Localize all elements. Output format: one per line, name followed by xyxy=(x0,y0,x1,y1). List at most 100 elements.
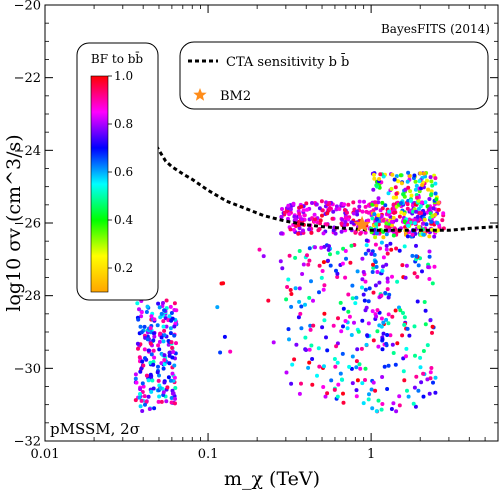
data-point xyxy=(165,385,170,390)
data-point xyxy=(335,250,340,255)
data-point xyxy=(410,253,415,258)
data-point xyxy=(140,381,145,386)
data-point xyxy=(433,181,438,186)
data-point xyxy=(426,265,431,270)
data-point xyxy=(161,366,166,371)
data-point xyxy=(147,407,152,411)
data-point xyxy=(310,201,314,205)
data-point xyxy=(300,217,305,222)
data-point xyxy=(378,246,383,251)
data-point xyxy=(340,261,345,266)
data-point xyxy=(386,321,391,326)
data-point xyxy=(159,311,164,316)
data-point xyxy=(375,270,380,274)
data-point xyxy=(360,381,365,386)
data-point xyxy=(381,264,385,269)
data-point xyxy=(421,349,426,353)
data-point xyxy=(372,176,377,181)
data-point xyxy=(290,362,295,367)
data-point xyxy=(143,402,147,407)
data-point xyxy=(364,209,369,214)
data-point xyxy=(356,329,361,334)
data-point xyxy=(403,275,408,280)
data-point xyxy=(385,279,390,284)
data-point xyxy=(228,349,233,354)
data-point xyxy=(351,211,356,216)
data-point xyxy=(393,362,398,367)
data-point xyxy=(374,183,379,188)
data-point xyxy=(381,235,386,240)
data-point xyxy=(371,338,376,343)
y-tick-label: −26 xyxy=(14,217,41,232)
data-point xyxy=(412,324,417,329)
data-point xyxy=(166,339,171,343)
data-point xyxy=(350,381,355,386)
data-point xyxy=(427,254,432,259)
data-point xyxy=(432,234,437,239)
data-point xyxy=(373,283,378,288)
data-point xyxy=(361,270,366,274)
data-point xyxy=(350,283,355,288)
data-point xyxy=(386,363,391,368)
data-point xyxy=(369,252,374,256)
data-point xyxy=(399,210,404,215)
data-point xyxy=(337,207,342,211)
data-point xyxy=(338,300,343,305)
data-point xyxy=(339,229,344,234)
data-point xyxy=(166,375,171,380)
data-point xyxy=(169,400,174,405)
data-point xyxy=(416,263,421,268)
data-point xyxy=(301,228,305,233)
data-point xyxy=(144,310,149,314)
data-point xyxy=(413,221,417,226)
data-point xyxy=(170,371,175,376)
data-point xyxy=(339,221,344,226)
data-point xyxy=(384,341,389,346)
data-point xyxy=(319,245,324,250)
data-point xyxy=(405,326,410,331)
data-point xyxy=(365,333,370,338)
data-point xyxy=(392,177,397,182)
data-point xyxy=(257,247,262,252)
data-point xyxy=(136,346,140,351)
data-point xyxy=(370,406,375,411)
data-point xyxy=(381,255,386,260)
data-point xyxy=(422,171,427,176)
data-point xyxy=(357,199,362,204)
data-point xyxy=(361,401,366,406)
data-point xyxy=(391,351,396,355)
data-point xyxy=(134,380,139,385)
data-point xyxy=(152,331,156,336)
data-point xyxy=(305,207,310,212)
data-point xyxy=(145,337,150,342)
data-point xyxy=(341,391,345,396)
y-tick-label: −24 xyxy=(14,144,41,159)
data-point xyxy=(321,385,326,389)
data-point xyxy=(422,300,427,304)
data-point xyxy=(418,171,423,176)
data-point xyxy=(152,334,157,339)
data-point xyxy=(431,380,435,385)
data-point xyxy=(419,380,424,385)
x-tick-label: 0.1 xyxy=(198,447,219,462)
colorbar-ticks: 1.0 0.8 0.6 0.4 0.2 xyxy=(108,69,133,275)
data-point xyxy=(408,189,413,194)
data-point xyxy=(362,298,367,303)
data-point xyxy=(310,216,314,221)
legend-box xyxy=(179,41,489,110)
data-point xyxy=(301,208,306,213)
data-point xyxy=(271,340,276,345)
data-point xyxy=(161,339,166,344)
data-point xyxy=(357,204,362,209)
data-point xyxy=(146,394,151,399)
data-point xyxy=(389,186,394,191)
data-point xyxy=(416,388,421,393)
data-point xyxy=(335,360,340,365)
data-point xyxy=(432,264,437,269)
data-point xyxy=(156,364,160,369)
data-point xyxy=(141,384,146,389)
data-point xyxy=(159,361,164,366)
data-point xyxy=(375,329,380,334)
data-point xyxy=(406,394,411,399)
data-point xyxy=(157,373,161,378)
